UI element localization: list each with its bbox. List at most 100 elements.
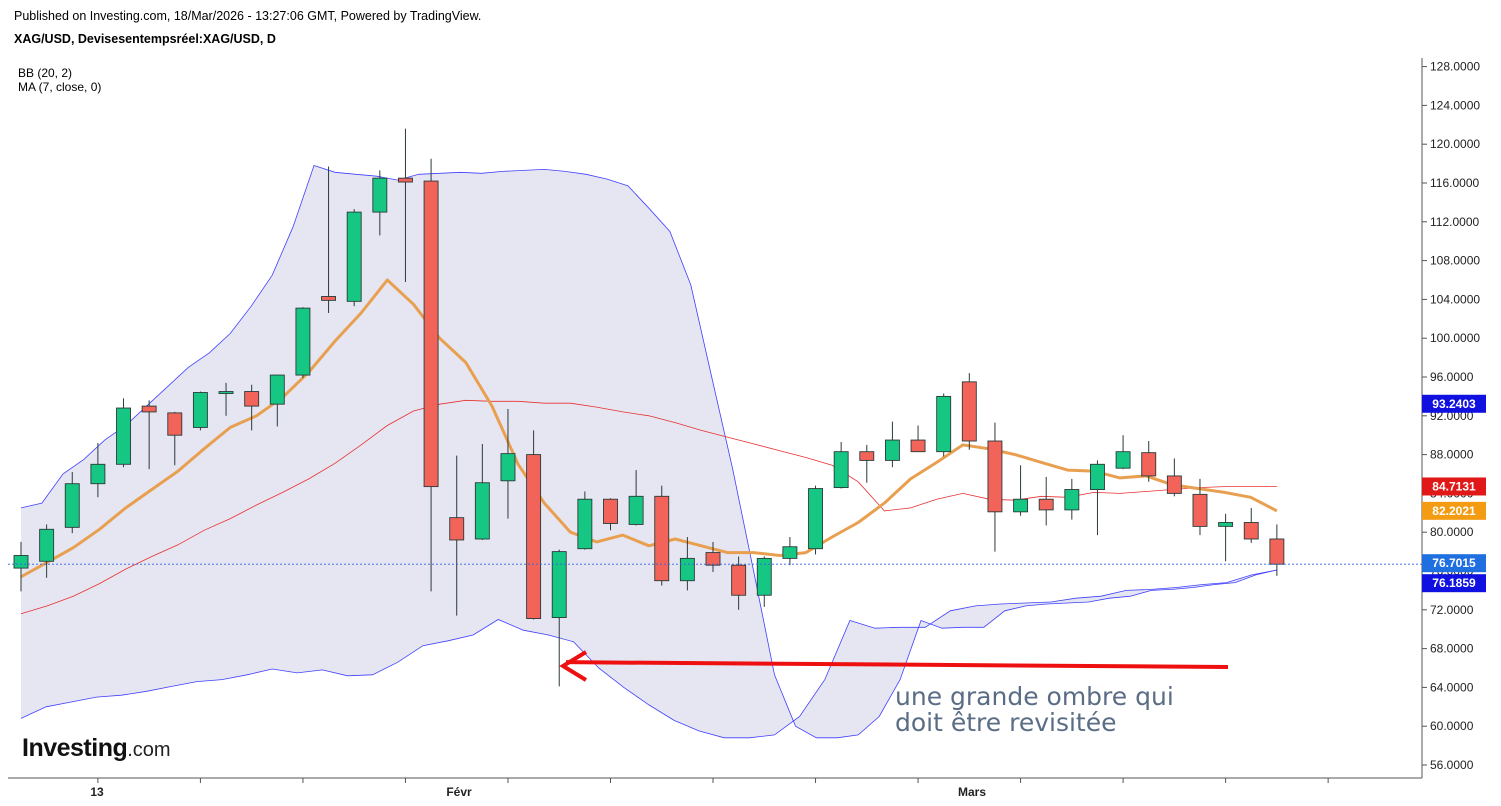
candle-body bbox=[116, 407, 131, 465]
candle-body bbox=[90, 463, 106, 485]
annotation-arrow bbox=[559, 650, 1229, 682]
candle bbox=[500, 409, 516, 519]
candle bbox=[1218, 513, 1234, 562]
y-tick-label: 116.0000 bbox=[1430, 176, 1479, 190]
candle-body bbox=[372, 177, 388, 213]
ma-indicator-label[interactable]: MA (7, close, 0) bbox=[18, 80, 102, 94]
x-tick-label: Févr bbox=[446, 785, 472, 799]
candle bbox=[910, 425, 926, 453]
candle-body bbox=[987, 440, 1003, 513]
candle-body bbox=[679, 557, 695, 582]
candle bbox=[1141, 441, 1157, 482]
axes: 128.0000 124.0000 120.0000 116.0000 112.0000… bbox=[8, 58, 1480, 799]
candle bbox=[244, 384, 260, 431]
candle-body bbox=[192, 392, 208, 428]
arrow-shaft bbox=[565, 660, 1229, 670]
candle-body bbox=[13, 555, 29, 569]
candle bbox=[1013, 465, 1029, 516]
candle-body bbox=[346, 211, 362, 302]
candle-body bbox=[628, 495, 644, 525]
price-tag-label: 93.2403 bbox=[1432, 397, 1476, 411]
y-tick-label: 68.0000 bbox=[1430, 642, 1474, 656]
candle-body bbox=[654, 495, 670, 582]
candle bbox=[1064, 478, 1080, 520]
moving-average-line bbox=[20, 278, 1278, 579]
candle-body bbox=[577, 498, 593, 550]
price-tag-label: 84.7131 bbox=[1432, 479, 1476, 493]
candle-body bbox=[449, 517, 465, 541]
y-tick-label: 96.0000 bbox=[1430, 370, 1474, 384]
price-tag: 84.7131 bbox=[1422, 477, 1486, 496]
x-tick-label: Mars bbox=[958, 785, 986, 799]
candle-body bbox=[1141, 452, 1157, 477]
candle bbox=[269, 374, 285, 427]
candle-body bbox=[1038, 498, 1054, 511]
candle-body bbox=[731, 564, 747, 596]
bollinger-band bbox=[20, 164, 1277, 739]
candle bbox=[859, 444, 875, 483]
candle-body bbox=[500, 453, 516, 482]
candle bbox=[64, 472, 80, 534]
x-tick-label: 13 bbox=[90, 785, 104, 799]
candle-body bbox=[218, 391, 234, 394]
candle bbox=[884, 421, 900, 468]
price-tag: 82.2021 bbox=[1422, 501, 1486, 520]
candle-body bbox=[1064, 489, 1080, 511]
y-tick-label: 72.0000 bbox=[1430, 603, 1474, 617]
candle bbox=[961, 373, 977, 450]
candle-body bbox=[808, 488, 823, 550]
candle bbox=[141, 400, 157, 470]
candle bbox=[423, 158, 439, 592]
price-tag: 93.2403 bbox=[1422, 394, 1486, 413]
candle-body bbox=[269, 374, 285, 405]
candle bbox=[90, 442, 106, 498]
investing-logo[interactable]: Investing.com bbox=[22, 734, 171, 763]
candle-body bbox=[1243, 522, 1259, 540]
annotation-line-1: une grande ombre qui bbox=[895, 682, 1174, 711]
candle bbox=[218, 382, 234, 416]
price-tag-label: 76.7015 bbox=[1432, 556, 1476, 570]
candle-body bbox=[526, 454, 542, 619]
y-tick-label: 120.0000 bbox=[1430, 137, 1480, 151]
candle-body bbox=[423, 180, 439, 488]
price-tag-bg bbox=[1422, 394, 1486, 413]
candle bbox=[321, 166, 337, 313]
y-tick-label: 64.0000 bbox=[1430, 680, 1474, 694]
y-tick-label: 124.0000 bbox=[1430, 98, 1480, 112]
ma7-series bbox=[20, 278, 1278, 579]
candle-body bbox=[244, 391, 260, 407]
candle bbox=[295, 307, 311, 378]
y-tick-label: 60.0000 bbox=[1430, 719, 1474, 733]
candle bbox=[1166, 458, 1182, 497]
candle-body bbox=[321, 296, 337, 301]
bb-indicator-label[interactable]: BB (20, 2) bbox=[18, 66, 73, 80]
candle-body bbox=[1115, 451, 1131, 469]
candle-body bbox=[1269, 538, 1285, 565]
candle bbox=[1269, 524, 1285, 576]
y-tick-label: 128.0000 bbox=[1430, 60, 1480, 74]
y-tick-label: 88.0000 bbox=[1430, 448, 1474, 462]
candle-body bbox=[64, 483, 80, 528]
candle bbox=[167, 411, 183, 466]
candle bbox=[577, 491, 593, 550]
candle bbox=[474, 443, 490, 540]
price-tags: 93.2403 84.7131 82.2021 76.7015 76.1859 bbox=[1422, 394, 1486, 593]
candle bbox=[833, 441, 849, 489]
price-tag-bg bbox=[1422, 574, 1486, 593]
logo-suffix: .com bbox=[127, 739, 171, 761]
y-tick-label: 104.0000 bbox=[1430, 292, 1480, 306]
price-tag: 76.7015 bbox=[1422, 554, 1486, 573]
y-tick-label: 100.0000 bbox=[1430, 331, 1480, 345]
candle-body bbox=[1013, 498, 1029, 513]
bollinger-upper-line bbox=[20, 164, 1277, 739]
price-tag-bg bbox=[1422, 477, 1486, 496]
candle bbox=[987, 422, 1003, 552]
y-tick-label: 108.0000 bbox=[1430, 254, 1480, 268]
candle bbox=[603, 498, 618, 531]
candle bbox=[346, 209, 362, 307]
candle-body bbox=[39, 528, 55, 562]
candle bbox=[756, 556, 772, 607]
candle bbox=[526, 430, 542, 620]
candle bbox=[705, 541, 721, 572]
